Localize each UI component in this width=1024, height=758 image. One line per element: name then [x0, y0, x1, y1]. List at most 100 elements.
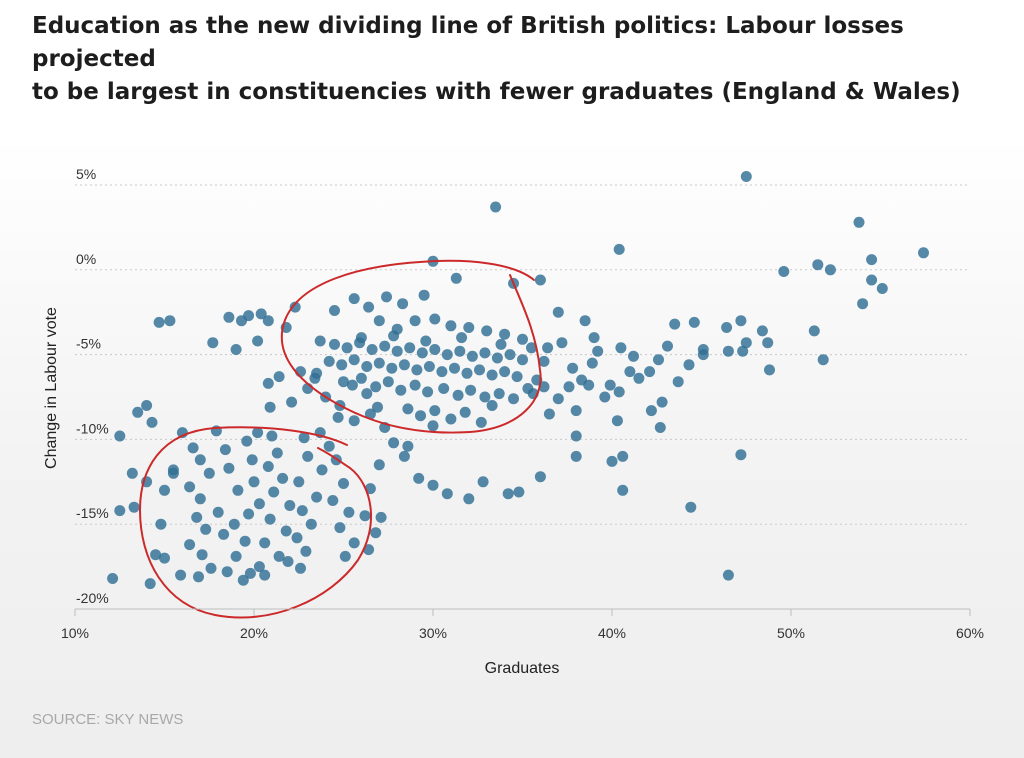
- data-point: [853, 216, 865, 228]
- y-tick-label: 5%: [76, 166, 96, 182]
- data-point: [429, 344, 441, 355]
- data-point: [114, 430, 126, 442]
- data-point: [418, 289, 430, 301]
- data-point: [563, 381, 575, 393]
- data-point: [200, 523, 212, 535]
- x-tick-label: 30%: [419, 625, 447, 641]
- data-point: [567, 362, 579, 374]
- data-point: [409, 315, 421, 327]
- data-point: [481, 325, 493, 337]
- data-point: [404, 342, 416, 354]
- data-point: [762, 337, 774, 349]
- data-point: [221, 566, 233, 578]
- data-point: [415, 410, 426, 422]
- data-point: [441, 349, 453, 361]
- data-point: [280, 525, 292, 537]
- data-point: [778, 266, 790, 277]
- data-point: [305, 518, 317, 530]
- data-point: [422, 386, 434, 398]
- data-point: [298, 432, 310, 444]
- data-point: [338, 478, 349, 489]
- data-point: [452, 389, 464, 401]
- data-point: [388, 330, 400, 342]
- data-point: [370, 527, 382, 539]
- data-point: [491, 352, 503, 364]
- data-point: [273, 371, 285, 383]
- data-point: [511, 371, 523, 383]
- data-point: [268, 486, 280, 498]
- data-point: [132, 406, 144, 418]
- data-point: [669, 318, 681, 330]
- data-point: [348, 293, 360, 305]
- y-tick-label: -10%: [76, 420, 109, 436]
- data-point: [461, 367, 473, 379]
- chart-title-line-2: to be largest in constituencies with few…: [32, 79, 961, 105]
- data-point: [475, 416, 487, 428]
- data-point: [517, 354, 528, 366]
- data-point: [764, 364, 775, 376]
- source-note: SOURCE: SKY NEWS: [32, 711, 184, 728]
- data-point: [228, 518, 240, 530]
- data-point: [411, 364, 423, 376]
- data-point: [866, 254, 878, 266]
- data-point: [479, 347, 491, 359]
- data-point: [293, 476, 305, 488]
- data-point: [159, 552, 170, 564]
- data-point: [259, 537, 271, 549]
- data-point: [479, 391, 491, 403]
- data-point: [420, 335, 432, 347]
- data-point: [126, 467, 138, 479]
- x-axis-title: Graduates: [485, 660, 560, 677]
- data-point: [223, 311, 235, 323]
- data-point: [359, 510, 371, 522]
- data-point: [361, 361, 373, 372]
- chart-title: Education as the new dividing line of Br…: [32, 10, 1002, 109]
- data-point: [286, 396, 298, 408]
- data-point: [409, 379, 421, 391]
- data-point: [721, 322, 733, 333]
- data-point: [255, 308, 267, 320]
- data-point: [672, 376, 684, 388]
- data-point: [454, 345, 466, 357]
- data-point: [264, 513, 276, 525]
- data-point: [379, 340, 391, 352]
- axis-ticks: 5% 0% -5% -10% -15% -20% 10% 20% 30% 40% 50% 60%: [61, 166, 984, 641]
- data-point: [107, 573, 119, 584]
- data-point: [429, 405, 441, 417]
- data-point: [697, 349, 709, 361]
- data-point: [423, 361, 435, 372]
- data-point: [740, 337, 752, 349]
- data-point: [386, 362, 398, 374]
- data-point: [193, 571, 204, 583]
- data-point: [624, 366, 636, 378]
- data-point: [615, 342, 627, 354]
- data-point: [296, 505, 308, 517]
- data-point: [194, 454, 206, 466]
- data-point: [346, 379, 358, 391]
- data-point: [243, 508, 255, 520]
- data-point: [167, 467, 179, 479]
- data-point: [722, 569, 734, 581]
- data-point: [232, 484, 244, 496]
- data-point: [323, 440, 335, 452]
- data-point: [499, 366, 511, 378]
- data-point: [588, 332, 600, 344]
- data-point: [570, 405, 582, 417]
- data-point: [388, 437, 400, 449]
- data-point: [300, 545, 312, 557]
- data-point: [542, 342, 554, 354]
- data-point: [722, 345, 734, 357]
- data-point: [493, 388, 505, 400]
- data-point: [252, 427, 264, 439]
- data-point: [513, 486, 525, 498]
- data-point: [336, 359, 348, 371]
- data-point: [373, 459, 385, 471]
- gridlines: [75, 184, 970, 525]
- scatter-chart: 5% 0% -5% -10% -15% -20% 10% 20% 30% 40% 50% 60% Gr…: [43, 166, 984, 677]
- data-point: [295, 562, 306, 574]
- data-point: [391, 345, 403, 357]
- data-point: [463, 322, 475, 333]
- data-point: [474, 364, 485, 376]
- data-point: [617, 450, 629, 462]
- y-tick-label: -20%: [76, 590, 109, 606]
